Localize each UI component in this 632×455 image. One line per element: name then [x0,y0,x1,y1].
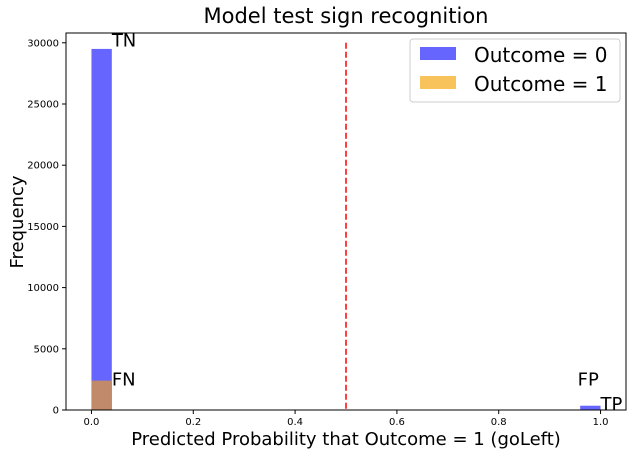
y-tick-label: 30000 [27,38,59,49]
legend-swatch-outcome-0 [420,47,456,60]
y-tick-label: 0 [53,406,59,417]
x-tick-label: 0.6 [389,417,405,428]
y-tick-label: 20000 [27,161,59,172]
annotation-fp: FP [578,370,599,391]
bar-series-0-bin-0 [91,48,112,410]
y-tick-label: 10000 [27,283,59,294]
y-tick-label: 25000 [27,99,59,110]
y-tick-label: 5000 [34,344,59,355]
legend-swatch-outcome-1 [420,76,456,89]
plot-area [91,42,601,410]
y-axis-label: Frequency [7,175,28,268]
annotation-fn: FN [112,370,136,391]
legend-label-outcome-1: Outcome = 1 [474,72,607,96]
bar-series-0-bin-1 [580,405,601,410]
x-axis: 0.0 0.2 0.4 0.6 0.8 1.0 [84,410,609,428]
x-tick-label: 1.0 [593,417,609,428]
x-tick-label: 0.8 [491,417,507,428]
x-tick-label: 0.0 [84,417,100,428]
chart-title: Model test sign recognition [203,4,488,28]
legend-box [409,38,621,103]
y-axis: 0 5000 10000 15000 20000 25000 30000 [27,38,66,417]
annotation-tn: TN [111,30,136,51]
bar-overlap-bin-0 [91,380,112,410]
x-tick-label: 0.2 [185,417,201,428]
x-tick-label: 0.4 [287,417,303,428]
legend: Outcome = 0 Outcome = 1 [409,38,621,103]
annotation-tp: TP [600,394,623,415]
x-axis-label: Predicted Probability that Outcome = 1 (… [131,429,561,450]
legend-label-outcome-0: Outcome = 0 [474,43,607,67]
plot-frame [65,32,627,411]
y-tick-label: 15000 [27,222,59,233]
